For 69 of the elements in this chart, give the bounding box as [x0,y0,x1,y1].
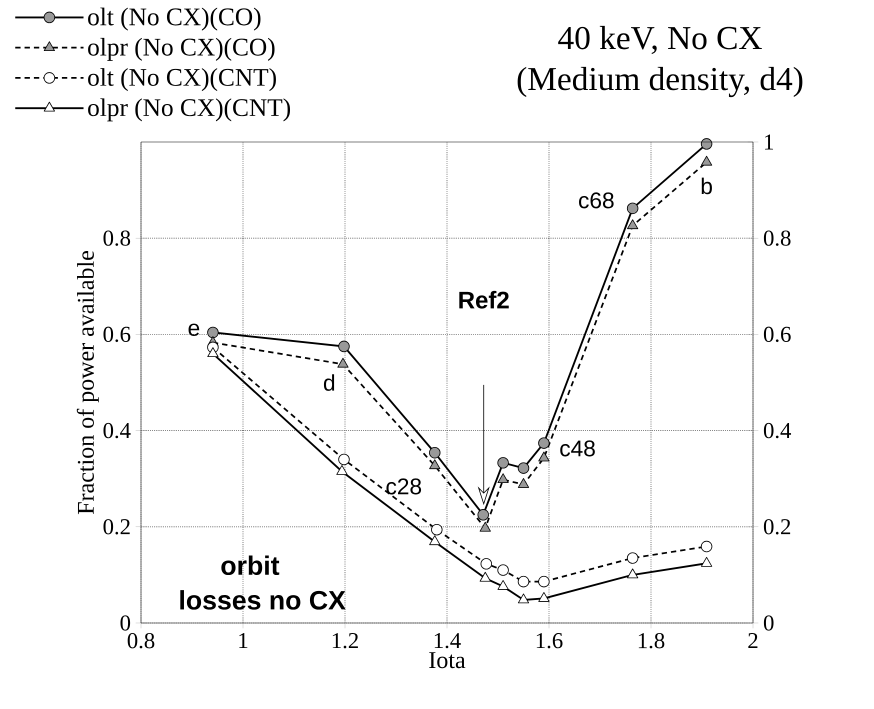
point [480,572,491,582]
legend-label: olt (No CX)(CNT) [88,68,276,92]
point [429,446,440,458]
point [700,138,712,150]
point [498,473,509,484]
y-tick-label: 0.4 [103,422,131,438]
y2-tick-label: 1 [765,134,774,150]
point [626,552,638,564]
point [538,437,550,449]
point [337,358,349,368]
y2-tick-label: 0.2 [764,519,790,534]
annotation: orbit [221,555,280,576]
point [538,576,550,588]
x-tick-label: 0.8 [128,633,154,648]
y-tick-label: 0.8 [103,230,130,246]
annotation: Ref2 [459,290,509,309]
point [627,219,638,230]
point [477,509,489,520]
point [701,156,712,166]
point [700,540,712,552]
point [207,326,219,338]
point [429,459,440,470]
x-tick-label: 1.6 [536,633,562,648]
annotation: losses no CX [180,590,346,610]
point [627,568,638,578]
annotation: c48 [560,440,595,456]
point [480,558,492,570]
point [518,576,530,588]
chart-subtitle: (Medium density, d4) [518,66,802,98]
annotation: e [188,324,200,336]
point [518,593,530,604]
x-tick-label: 1.2 [332,633,358,648]
point [497,564,509,576]
y-tick-label: 0.2 [103,519,130,534]
point [207,347,219,358]
x-tick-label: 1.8 [638,633,664,648]
point [538,592,550,602]
annotation: b [702,178,712,194]
point [480,522,491,532]
point [518,478,530,488]
point [626,202,638,214]
annotation: c68 [579,192,614,208]
legend-label: olt (No CX)(CO) [88,8,260,31]
x-tick-label: 1.4 [434,633,461,648]
point [498,580,509,590]
y-axis-title: Fraction of power available [76,251,99,514]
point [431,524,443,536]
legend-label: olpr (No CX)(CO) [88,38,275,61]
y2-tick-label: 0 [764,615,774,631]
chart-title: 40 keV, No CX [558,26,762,54]
y-tick-label: 0 [120,615,130,631]
point [429,535,440,546]
point [701,556,712,567]
annotation: d [324,374,334,391]
legend-label: olpr (No CX)(CNT) [88,98,290,122]
point [338,454,350,466]
x-tick-label: 2 [748,633,758,648]
point [538,452,550,462]
annotation: c28 [386,478,422,494]
point [338,340,350,352]
y-tick-label: 0.6 [103,326,130,342]
point [497,457,509,469]
x-tick-label: 1 [239,633,248,648]
point [336,465,348,475]
y2-tick-label: 0.4 [764,422,792,438]
x-axis-title: Iota [429,652,466,668]
y2-tick-label: 0.6 [764,326,791,342]
y2-tick-label: 0.8 [764,230,791,246]
point [518,462,530,474]
